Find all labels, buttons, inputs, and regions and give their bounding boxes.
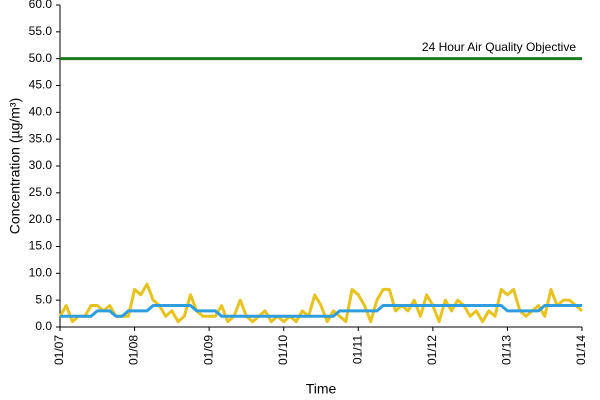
- y-tick-label: 5.0: [35, 292, 52, 306]
- y-tick-label: 60.0: [29, 0, 53, 11]
- y-tick-label: 45.0: [29, 78, 53, 92]
- y-axis-label: Concentration (µg/m³): [7, 98, 23, 234]
- y-tick-label: 40.0: [29, 105, 53, 119]
- y-tick-label: 15.0: [29, 239, 53, 253]
- x-tick-label: 01/09: [201, 335, 215, 365]
- x-tick-label: 01/10: [276, 335, 290, 365]
- y-tick-label: 50.0: [29, 51, 53, 65]
- x-tick-label: 01/07: [52, 335, 66, 365]
- series-line: [60, 304, 582, 318]
- x-tick-label: 01/13: [500, 335, 514, 365]
- x-tick-label: 01/14: [574, 335, 588, 365]
- objective-label: 24 Hour Air Quality Objective: [422, 40, 576, 54]
- y-tick-label: 0.0: [35, 319, 52, 333]
- y-tick-label: 25.0: [29, 185, 53, 199]
- y-tick-label: 10.0: [29, 266, 53, 280]
- x-tick-label: 01/08: [127, 335, 141, 365]
- y-tick-label: 30.0: [29, 158, 53, 172]
- x-tick-label: 01/12: [425, 335, 439, 365]
- series-line: [58, 282, 583, 324]
- y-tick-label: 55.0: [29, 24, 53, 38]
- x-axis-label: Time: [306, 381, 337, 397]
- x-tick-label: 01/11: [350, 335, 364, 364]
- y-tick-label: 35.0: [29, 131, 53, 145]
- y-tick-label: 20.0: [29, 212, 53, 226]
